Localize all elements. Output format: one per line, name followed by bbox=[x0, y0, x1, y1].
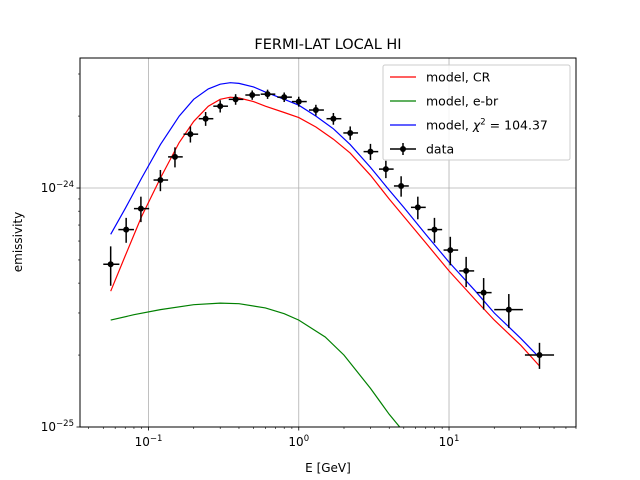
legend-label-2: model, χ2 = 104.37 bbox=[426, 118, 548, 133]
y-tick-label-1: 10−24 bbox=[41, 180, 74, 195]
x-tick-label-0: 10−1 bbox=[135, 434, 163, 449]
legend: model, CR model, e-br model, χ2 = 104.37 da… bbox=[382, 64, 571, 161]
legend-label-3: data bbox=[426, 142, 454, 157]
data-point-16 bbox=[367, 148, 374, 155]
data-point-17 bbox=[382, 166, 389, 173]
data-point-25 bbox=[536, 352, 543, 359]
data-point-7 bbox=[217, 103, 224, 110]
data-point-4 bbox=[171, 153, 178, 160]
legend-marker bbox=[400, 146, 406, 152]
data-point-13 bbox=[312, 107, 319, 114]
legend-label-1: model, e-br bbox=[426, 94, 499, 109]
axis-layer: 10−1 100 101 10−25 10−24 bbox=[41, 73, 577, 449]
data-point-0 bbox=[107, 261, 114, 268]
data-point-3 bbox=[157, 177, 164, 184]
data-point-10 bbox=[264, 91, 271, 98]
data-point-1 bbox=[123, 226, 130, 233]
data-point-14 bbox=[330, 115, 337, 122]
y-axis-label: emissivity bbox=[11, 212, 25, 273]
chart-title: FERMI-LAT LOCAL HI bbox=[254, 37, 401, 53]
data-point-5 bbox=[187, 131, 194, 138]
x-tick-label-2: 101 bbox=[439, 434, 460, 449]
legend-box bbox=[382, 64, 571, 161]
data-point-19 bbox=[414, 204, 421, 211]
data-point-9 bbox=[249, 92, 256, 99]
data-point-2 bbox=[137, 205, 144, 212]
y-tick-label-0: 10−25 bbox=[41, 419, 74, 434]
data-point-15 bbox=[347, 129, 354, 136]
series-line-2 bbox=[110, 82, 540, 359]
series-line-0 bbox=[110, 96, 540, 367]
data-point-18 bbox=[398, 182, 405, 189]
data-point-12 bbox=[295, 98, 302, 105]
data-point-23 bbox=[480, 289, 487, 296]
data-point-22 bbox=[463, 267, 470, 274]
data-point-11 bbox=[281, 94, 288, 101]
x-tick-label-1: 100 bbox=[288, 434, 309, 449]
data-point-6 bbox=[202, 115, 209, 122]
series-line-1 bbox=[110, 302, 401, 427]
legend-label-0: model, CR bbox=[426, 70, 491, 85]
data-point-20 bbox=[431, 226, 438, 233]
data-point-24 bbox=[505, 306, 512, 313]
data-point-21 bbox=[447, 247, 454, 254]
data-point-8 bbox=[232, 96, 239, 103]
plot-frame bbox=[79, 57, 577, 428]
x-axis-label: E [GeV] bbox=[305, 461, 351, 475]
series-layer bbox=[103, 82, 555, 427]
